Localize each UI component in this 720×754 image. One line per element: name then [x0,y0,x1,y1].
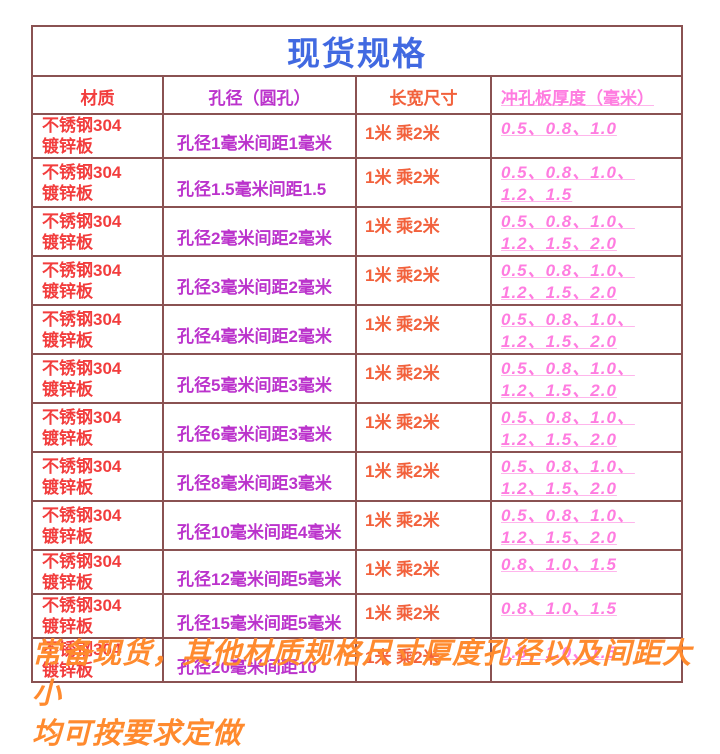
size-cell: 1米 乘2米 [355,500,492,551]
aperture-cell: 孔径1.5毫米间距1.5 [162,157,357,208]
table-row: 不锈钢304 镀锌板 孔径6毫米间距3毫米 1米 乘2米 0.5、0.8、1.0… [31,402,683,453]
table-row: 不锈钢304 镀锌板 孔径2毫米间距2毫米 1米 乘2米 0.5、0.8、1.0… [31,206,683,257]
table-row: 不锈钢304 镀锌板 孔径8毫米间距3毫米 1米 乘2米 0.5、0.8、1.0… [31,451,683,502]
material-cell: 不锈钢304 镀锌板 [31,402,164,453]
aperture-cell: 孔径5毫米间距3毫米 [162,353,357,404]
material-line-1: 不锈钢304 [42,358,122,378]
material-line-2: 镀锌板 [42,617,93,636]
material-cell: 不锈钢304 镀锌板 [31,157,164,208]
material-cell: 不锈钢304 镀锌板 [31,353,164,404]
aperture-cell: 孔径8毫米间距3毫米 [162,451,357,502]
thickness-cell: 0.5、0.8、1.0、1.2、1.5、2.0 [490,255,683,306]
aperture-cell: 孔径4毫米间距2毫米 [162,304,357,355]
material-cell: 不锈钢304 镀锌板 [31,500,164,551]
column-header-material: 材质 [31,75,164,115]
material-cell: 不锈钢304 镀锌板 [31,451,164,502]
size-cell: 1米 乘2米 [355,451,492,502]
size-cell: 1米 乘2米 [355,637,492,683]
material-line-1: 不锈钢304 [42,260,122,280]
thickness-cell: 0.5、0.8、1.0、1.2、1.5、2.0 [490,451,683,502]
material-cell: 不锈钢304 镀锌板 [31,304,164,355]
size-cell: 1米 乘2米 [355,157,492,208]
footer-note: 常备现货，其他材质规格尺寸厚度孔径以及间距大小 均可按要求定做 [32,634,702,754]
material-line-1: 不锈钢304 [42,552,122,571]
material-line-2: 镀锌板 [42,183,93,203]
material-line-2: 镀锌板 [42,330,93,350]
size-cell: 1米 乘2米 [355,206,492,257]
material-cell: 不锈钢304 镀锌板 [31,593,164,639]
size-cell: 1米 乘2米 [355,255,492,306]
material-line-2: 镀锌板 [42,379,93,399]
column-header-thickness: 冲孔板厚度（毫米） [490,75,683,115]
column-header-row: 材质 孔径（圆孔） 长宽尺寸 冲孔板厚度（毫米） [31,75,683,115]
material-line-1: 不锈钢304 [42,407,122,427]
thickness-cell: 0.5、0.8、1.0、1.2、1.5 [490,157,683,208]
material-line-2: 镀锌板 [42,232,93,252]
aperture-cell: 孔径6毫米间距3毫米 [162,402,357,453]
column-header-aperture: 孔径（圆孔） [162,75,357,115]
size-cell: 1米 乘2米 [355,353,492,404]
material-line-1: 不锈钢304 [42,456,122,476]
footer-line-1: 常备现货，其他材质规格尺寸厚度孔径以及间距大小 [32,638,693,710]
size-cell: 1米 乘2米 [355,593,492,639]
material-line-1: 不锈钢304 [42,640,122,659]
table-row: 不锈钢304 镀锌板 孔径10毫米间距4毫米 1米 乘2米 0.5、0.8、1.… [31,500,683,551]
material-cell: 不锈钢304 镀锌板 [31,549,164,595]
page: 现货规格 材质 孔径（圆孔） 长宽尺寸 冲孔板厚度（毫米） 不锈钢304 镀锌板… [31,25,692,750]
table-row: 不锈钢304 镀锌板 孔径12毫米间距5毫米 1米 乘2米 0.8、1.0、1.… [31,549,683,595]
table-row: 不锈钢304 镀锌板 孔径4毫米间距2毫米 1米 乘2米 0.5、0.8、1.0… [31,304,683,355]
material-line-1: 不锈钢304 [42,211,122,231]
material-line-1: 不锈钢304 [42,162,122,182]
material-line-2: 镀锌板 [42,137,93,156]
aperture-cell: 孔径15毫米间距5毫米 [162,593,357,639]
material-line-1: 不锈钢304 [42,596,122,615]
thickness-cell: 0.8、1.0、1.5 [490,637,683,683]
aperture-cell: 孔径12毫米间距5毫米 [162,549,357,595]
material-line-1: 不锈钢304 [42,116,122,135]
thickness-cell: 0.5、0.8、1.0、1.2、1.5、2.0 [490,353,683,404]
size-cell: 1米 乘2米 [355,113,492,159]
thickness-cell: 0.5、0.8、1.0、1.2、1.5、2.0 [490,500,683,551]
thickness-cell: 0.5、0.8、1.0、1.2、1.5、2.0 [490,206,683,257]
size-cell: 1米 乘2米 [355,402,492,453]
page-title: 现货规格 [31,25,683,77]
aperture-cell: 孔径3毫米间距2毫米 [162,255,357,306]
material-line-2: 镀锌板 [42,428,93,448]
footer-line-2: 均可按要求定做 [32,718,243,750]
material-line-2: 镀锌板 [42,526,93,546]
table-row: 不锈钢304 镀锌板 孔径5毫米间距3毫米 1米 乘2米 0.5、0.8、1.0… [31,353,683,404]
material-line-2: 镀锌板 [42,661,93,680]
material-cell: 不锈钢304 镀锌板 [31,206,164,257]
material-cell: 不锈钢304 镀锌板 [31,113,164,159]
aperture-cell: 孔径10毫米间距4毫米 [162,500,357,551]
table-row: 不锈钢304 镀锌板 孔径1.5毫米间距1.5 1米 乘2米 0.5、0.8、1… [31,157,683,208]
material-cell: 不锈钢304 镀锌板 [31,637,164,683]
title-row: 现货规格 [31,25,683,77]
table-row: 不锈钢304 镀锌板 孔径3毫米间距2毫米 1米 乘2米 0.5、0.8、1.0… [31,255,683,306]
material-cell: 不锈钢304 镀锌板 [31,255,164,306]
column-header-size: 长宽尺寸 [355,75,492,115]
size-cell: 1米 乘2米 [355,549,492,595]
thickness-cell: 0.8、1.0、1.5 [490,549,683,595]
thickness-cell: 0.8、1.0、1.5 [490,593,683,639]
material-line-2: 镀锌板 [42,573,93,592]
material-line-1: 不锈钢304 [42,309,122,329]
table-row: 不锈钢304 镀锌板 孔径1毫米间距1毫米 1米 乘2米 0.5、0.8、1.0 [31,113,683,159]
aperture-cell: 孔径2毫米间距2毫米 [162,206,357,257]
thickness-cell: 0.5、0.8、1.0 [490,113,683,159]
material-line-2: 镀锌板 [42,281,93,301]
size-cell: 1米 乘2米 [355,304,492,355]
aperture-cell: 孔径20毫米间距10 [162,637,357,683]
thickness-cell: 0.5、0.8、1.0、1.2、1.5、2.0 [490,304,683,355]
thickness-cell: 0.5、0.8、1.0、1.2、1.5、2.0 [490,402,683,453]
table-row: 不锈钢304 镀锌板 孔径20毫米间距10 1米 乘2米 0.8、1.0、1.5 [31,637,683,683]
material-line-2: 镀锌板 [42,477,93,497]
aperture-cell: 孔径1毫米间距1毫米 [162,113,357,159]
stock-spec-table: 现货规格 材质 孔径（圆孔） 长宽尺寸 冲孔板厚度（毫米） 不锈钢304 镀锌板… [31,25,683,683]
material-line-1: 不锈钢304 [42,505,122,525]
table-row: 不锈钢304 镀锌板 孔径15毫米间距5毫米 1米 乘2米 0.8、1.0、1.… [31,593,683,639]
